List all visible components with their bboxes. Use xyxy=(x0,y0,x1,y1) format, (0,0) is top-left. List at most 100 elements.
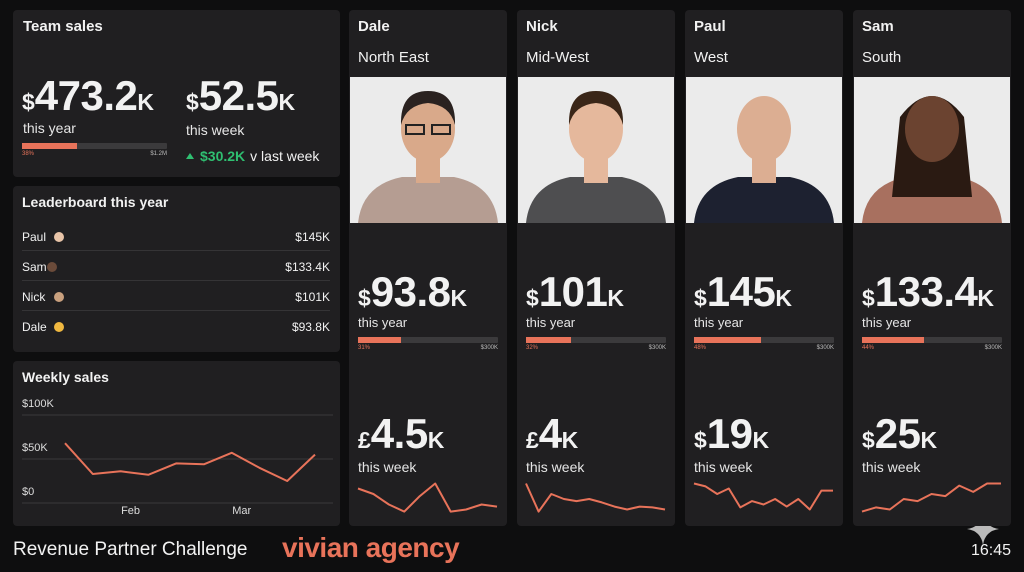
period-label: this week xyxy=(186,122,245,138)
sparkline xyxy=(525,483,666,513)
shoulders xyxy=(694,177,834,223)
card-title: Leaderboard this year xyxy=(22,194,169,210)
progress-label: 44% xyxy=(862,345,875,351)
avatar-icon xyxy=(54,322,64,332)
period-label: this year xyxy=(862,315,912,330)
amount: $19 K xyxy=(694,410,769,458)
person-name: Dale xyxy=(358,18,390,35)
amount-value: 19 xyxy=(706,410,753,457)
progress-fill xyxy=(526,337,571,343)
amount: $25 K xyxy=(862,410,937,458)
unit: K xyxy=(450,285,468,311)
unit: K xyxy=(920,427,938,453)
amount-value: 133.4 xyxy=(874,268,978,315)
avatar-icon xyxy=(47,262,57,272)
currency: $ xyxy=(862,285,875,311)
glasses xyxy=(405,124,451,135)
unit: K xyxy=(775,285,792,311)
leaderboard-row: Paul $145K xyxy=(22,228,330,246)
progress-fill xyxy=(862,337,924,343)
amount: $52.5 K xyxy=(186,72,295,120)
person-value: $133.4K xyxy=(285,260,330,274)
person-name: Nick xyxy=(526,18,558,35)
shoulders xyxy=(358,177,498,223)
person-name: Nick xyxy=(22,290,46,304)
progress-max: $300K xyxy=(816,345,834,351)
line xyxy=(357,482,498,513)
period-label: this year xyxy=(526,315,576,330)
line xyxy=(861,482,1001,513)
person-photo xyxy=(518,77,674,223)
amount-value: 93.8 xyxy=(370,268,451,315)
currency: £ xyxy=(358,427,371,453)
period-label: this week xyxy=(862,459,921,475)
y-tick-label: $50K xyxy=(22,442,48,454)
person-name: Paul xyxy=(694,18,726,35)
amount: £4.5 K xyxy=(358,410,444,458)
currency: $ xyxy=(694,427,707,453)
hair xyxy=(568,91,624,125)
y-tick-label: $0 xyxy=(22,486,34,498)
x-tick-label: Feb xyxy=(121,505,140,517)
currency: £ xyxy=(526,427,539,453)
amount-value: 473.2 xyxy=(34,72,138,119)
avatar-icon xyxy=(54,292,64,302)
person-value: $145K xyxy=(295,230,330,244)
amount-value: 101 xyxy=(538,268,608,315)
sparkline xyxy=(693,482,833,511)
progress-label: 48% xyxy=(694,345,707,351)
row-divider xyxy=(22,310,330,311)
period-label: this week xyxy=(694,459,753,475)
y-tick-label: $100K xyxy=(22,398,54,410)
face xyxy=(737,96,791,162)
person-photo xyxy=(350,77,506,223)
amount: £4 K xyxy=(526,410,578,458)
change-text: v last week xyxy=(250,148,320,164)
currency: $ xyxy=(526,285,539,311)
unit: K xyxy=(137,89,155,115)
line xyxy=(64,442,316,482)
person-name: Sam xyxy=(22,260,47,274)
currency: $ xyxy=(862,427,875,453)
amount-value: 4 xyxy=(538,410,562,457)
card-title: Team sales xyxy=(23,18,103,35)
amount: $473.2 K xyxy=(22,72,154,120)
footer-title: Revenue Partner Challenge xyxy=(13,539,248,560)
person-name: Sam xyxy=(862,18,894,35)
progress-max: $300K xyxy=(648,345,666,351)
card-title: Weekly sales xyxy=(22,369,109,385)
shoulders xyxy=(526,177,666,223)
face xyxy=(569,96,623,162)
leaderboard-row: Dale $93.8K xyxy=(22,318,330,336)
face xyxy=(401,96,455,162)
period-label: this year xyxy=(23,120,76,136)
line xyxy=(525,483,666,513)
progress-track xyxy=(22,143,167,149)
logo: vivian agency xyxy=(282,532,460,563)
currency: $ xyxy=(22,89,35,115)
progress-max: $300K xyxy=(480,345,498,351)
person-region: North East xyxy=(358,49,429,66)
change-row: $30.2K v last week xyxy=(186,148,319,164)
person-value: $93.8K xyxy=(291,320,330,334)
person-region: South xyxy=(862,49,902,66)
leaderboard-row: Nick $101K xyxy=(22,288,330,306)
amount: $93.8 K xyxy=(358,268,467,316)
face xyxy=(905,96,959,162)
currency: $ xyxy=(694,285,707,311)
leaderboard-card: Leaderboard this year Paul $145K Sam $133.4K… xyxy=(13,186,340,352)
leaderboard-row: Sam $133.4K xyxy=(22,258,330,276)
change-value: $30.2K xyxy=(200,148,246,164)
progress-track xyxy=(862,337,1002,343)
person-region: Mid-West xyxy=(526,49,590,66)
unit: K xyxy=(607,285,624,311)
period-label: this year xyxy=(358,315,408,330)
unit: K xyxy=(561,427,579,453)
currency: $ xyxy=(186,89,199,115)
row-divider xyxy=(22,250,330,251)
line xyxy=(693,482,833,511)
amount: $101 K xyxy=(526,268,624,316)
